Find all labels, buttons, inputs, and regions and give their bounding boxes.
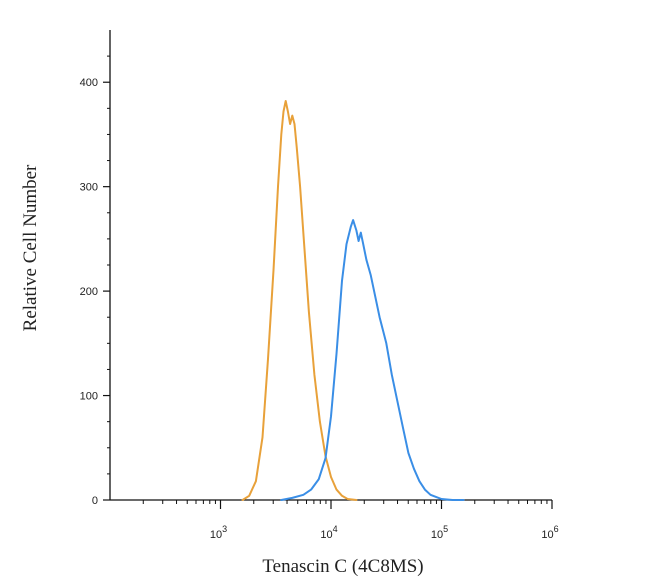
y-tick-label: 300: [80, 182, 98, 194]
x-axis: 103 104 105 106: [110, 499, 559, 541]
histogram-series-2: [280, 219, 465, 501]
y-tick-label: 400: [80, 77, 98, 89]
x-tick-label: 104: [320, 524, 337, 541]
y-axis: 0 100 200 300 400: [80, 30, 111, 507]
histogram-series-1: [241, 100, 358, 501]
x-tick-label: 103: [210, 524, 227, 541]
series-layer: [241, 100, 465, 501]
x-axis-title: Tenascin C (4C8MS): [262, 556, 423, 577]
y-tick-label: 0: [92, 495, 98, 507]
y-tick-label: 200: [80, 286, 98, 298]
y-tick-label: 100: [80, 391, 98, 403]
y-axis-title: Relative Cell Number: [20, 164, 41, 331]
x-tick-label: 106: [541, 524, 558, 541]
x-tick-label: 105: [431, 524, 448, 541]
